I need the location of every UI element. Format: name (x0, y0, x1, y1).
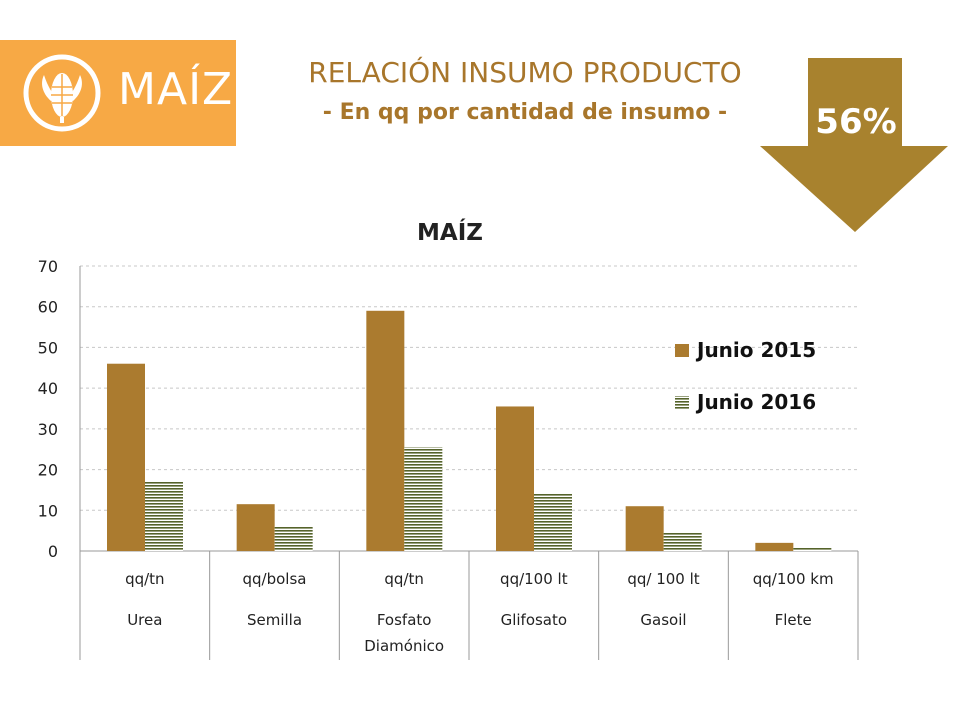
bar-chart: MAÍZ 0 10 20 30 40 50 60 70 qq/tn Urea qq/bolsa Semi… (38, 218, 859, 660)
y-tick-label: 0 (48, 542, 58, 561)
x-unit-label: qq/bolsa (243, 570, 307, 588)
x-category-label: Fosfato (377, 611, 432, 629)
page-title: RELACIÓN INSUMO PRODUCTO (308, 56, 742, 89)
legend-label: Junio 2016 (695, 390, 816, 414)
x-category-label: Diamónico (364, 637, 444, 655)
x-unit-label: qq/tn (384, 570, 424, 588)
x-unit-label: qq/ 100 lt (627, 570, 699, 588)
x-unit-label: qq/100 km (753, 570, 834, 588)
y-tick-label: 50 (38, 338, 58, 357)
bar-junio-2015 (496, 406, 534, 551)
y-tick-label: 10 (38, 501, 58, 520)
bar-junio-2016 (274, 526, 313, 551)
bar-junio-2015 (755, 542, 794, 551)
legend-swatch (675, 344, 689, 357)
corn-icon (23, 54, 101, 132)
page-subtitle: - En qq por cantidad de insumo - (322, 100, 728, 125)
logo-text: MAÍZ (118, 64, 234, 115)
bar-junio-2016 (663, 532, 702, 551)
bar-junio-2015 (625, 506, 664, 551)
logo-badge: MAÍZ (0, 40, 236, 146)
x-category-label: Urea (127, 611, 162, 629)
change-percent: 56% (815, 102, 897, 142)
legend-label: Junio 2015 (695, 338, 816, 362)
x-category-label: Semilla (247, 611, 302, 629)
x-category-label: Gasoil (640, 611, 686, 629)
bar-junio-2015 (366, 310, 405, 551)
y-tick-label: 30 (38, 420, 58, 439)
legend-swatch (675, 396, 689, 409)
x-unit-label: qq/100 lt (500, 570, 568, 588)
down-arrow-icon (760, 58, 948, 232)
y-tick-label: 20 (38, 461, 58, 480)
y-tick-label: 70 (38, 257, 58, 276)
bar-junio-2016 (534, 494, 572, 551)
bar-junio-2015 (236, 504, 275, 551)
x-category-label: Flete (775, 611, 812, 629)
bar-junio-2016 (145, 481, 183, 551)
y-tick-label: 60 (38, 298, 58, 317)
chart-title: MAÍZ (417, 218, 483, 246)
bar-junio-2016 (404, 447, 443, 551)
bar-junio-2016 (793, 547, 832, 551)
y-tick-label: 40 (38, 379, 58, 398)
bar-junio-2015 (107, 363, 145, 551)
x-unit-label: qq/tn (125, 570, 165, 588)
x-category-label: Glifosato (501, 611, 567, 629)
